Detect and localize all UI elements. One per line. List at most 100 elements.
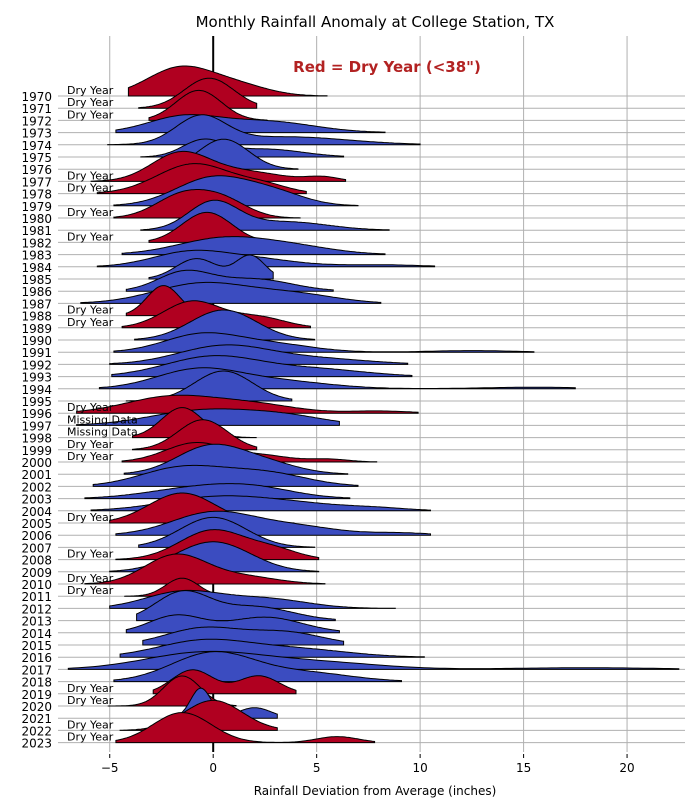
x-tick-label: 0	[209, 761, 217, 775]
ridge-2003	[84, 483, 351, 500]
year-label: 1996	[21, 407, 52, 421]
ridge-2013	[136, 590, 336, 622]
year-label: 2013	[21, 615, 52, 629]
year-label: 1972	[21, 114, 52, 128]
x-tick-label: 5	[313, 761, 321, 775]
year-label: 1983	[21, 249, 52, 263]
year-note: Dry Year	[67, 182, 114, 195]
year-note: Dry Year	[67, 84, 114, 97]
ridge-1999	[132, 419, 258, 451]
year-note: Dry Year	[67, 96, 114, 109]
year-label: 2009	[21, 566, 52, 580]
year-label: 2017	[21, 663, 52, 677]
chart-title: Monthly Rainfall Anomaly at College Stat…	[196, 13, 555, 31]
year-label: 1973	[21, 127, 52, 141]
year-note: Dry Year	[67, 548, 114, 561]
year-note: Dry Year	[67, 108, 114, 121]
x-tick-label: 20	[619, 761, 634, 775]
year-label: 1999	[21, 444, 52, 458]
year-label: 2020	[21, 700, 52, 714]
year-label: 1995	[21, 395, 52, 409]
year-label: 2007	[21, 541, 52, 555]
year-label: 1971	[21, 102, 52, 116]
ridge-1972	[148, 89, 268, 121]
year-label: 1984	[21, 261, 52, 275]
year-label: 2018	[21, 676, 52, 690]
year-label: 2023	[21, 737, 52, 751]
year-labels: 1970197119721973197419751976197719781979…	[21, 90, 52, 751]
year-label: 2011	[21, 590, 52, 604]
year-label: 2010	[21, 578, 52, 592]
year-label: 2016	[21, 651, 52, 665]
ridge-1997	[76, 408, 340, 426]
year-label: 1974	[21, 139, 52, 153]
ridge-2002	[92, 464, 359, 487]
ridge-1996	[76, 394, 419, 414]
year-label: 2004	[21, 505, 52, 519]
year-note: Dry Year	[67, 694, 114, 707]
ridge-2023	[115, 712, 376, 744]
ridge-1977	[90, 150, 347, 182]
ridge-1983	[121, 236, 386, 256]
year-note: Dry Year	[67, 438, 114, 451]
year-note: Dry Year	[67, 316, 114, 329]
year-label: 1985	[21, 273, 52, 287]
year-note: Dry Year	[67, 718, 114, 731]
year-note: Dry Year	[67, 169, 114, 182]
year-label: 1982	[21, 236, 52, 250]
year-label: 1976	[21, 163, 52, 177]
year-label: 1979	[21, 200, 52, 214]
year-label: 1980	[21, 212, 52, 226]
x-axis-ticks: −5 0 5 10 15 20	[101, 754, 635, 775]
year-note: Dry Year	[67, 401, 114, 414]
year-label: 1998	[21, 432, 52, 446]
year-label: 1997	[21, 419, 52, 433]
year-label: 1970	[21, 90, 52, 104]
year-note: Missing Data	[67, 426, 138, 439]
year-label: 2008	[21, 554, 52, 568]
year-label: 1986	[21, 285, 52, 299]
ridge-1990	[134, 309, 316, 341]
year-note: Dry Year	[67, 450, 114, 463]
year-label: 2005	[21, 517, 52, 531]
year-label: 1987	[21, 297, 52, 311]
year-label: 1989	[21, 322, 52, 336]
ridge-1974	[107, 114, 421, 146]
year-label: 1991	[21, 346, 52, 360]
year-label: 2000	[21, 456, 52, 470]
year-note: Dry Year	[67, 584, 114, 597]
year-note: Dry Year	[67, 511, 114, 524]
x-axis-label: Rainfall Deviation from Average (inches)	[254, 784, 497, 798]
ridge-2022	[119, 699, 278, 731]
x-tick-label: −5	[101, 761, 119, 775]
year-note: Dry Year	[67, 206, 114, 219]
year-label: 2001	[21, 468, 52, 482]
ridges	[67, 65, 680, 744]
year-label: 1977	[21, 175, 52, 189]
year-note: Dry Year	[67, 682, 114, 695]
ridge-1970	[127, 65, 328, 97]
year-note: Dry Year	[67, 304, 114, 317]
year-label: 1978	[21, 188, 52, 202]
year-note: Dry Year	[67, 230, 114, 243]
year-note: Dry Year	[67, 731, 114, 744]
year-label: 2012	[21, 602, 52, 616]
year-note: Missing Data	[67, 413, 138, 426]
year-label: 1994	[21, 383, 52, 397]
year-label: 1992	[21, 358, 52, 372]
year-label: 1981	[21, 224, 52, 238]
year-label: 2019	[21, 688, 52, 702]
year-note: Dry Year	[67, 572, 114, 585]
year-label: 2003	[21, 493, 52, 507]
year-label: 2014	[21, 627, 52, 641]
year-label: 2006	[21, 529, 52, 543]
year-label: 2022	[21, 724, 52, 738]
year-label: 1990	[21, 334, 52, 348]
year-label: 2002	[21, 480, 52, 494]
year-label: 1988	[21, 310, 52, 324]
ridge-1987	[80, 281, 382, 304]
ridge-1984	[96, 249, 436, 268]
ridge-2014	[125, 614, 340, 634]
